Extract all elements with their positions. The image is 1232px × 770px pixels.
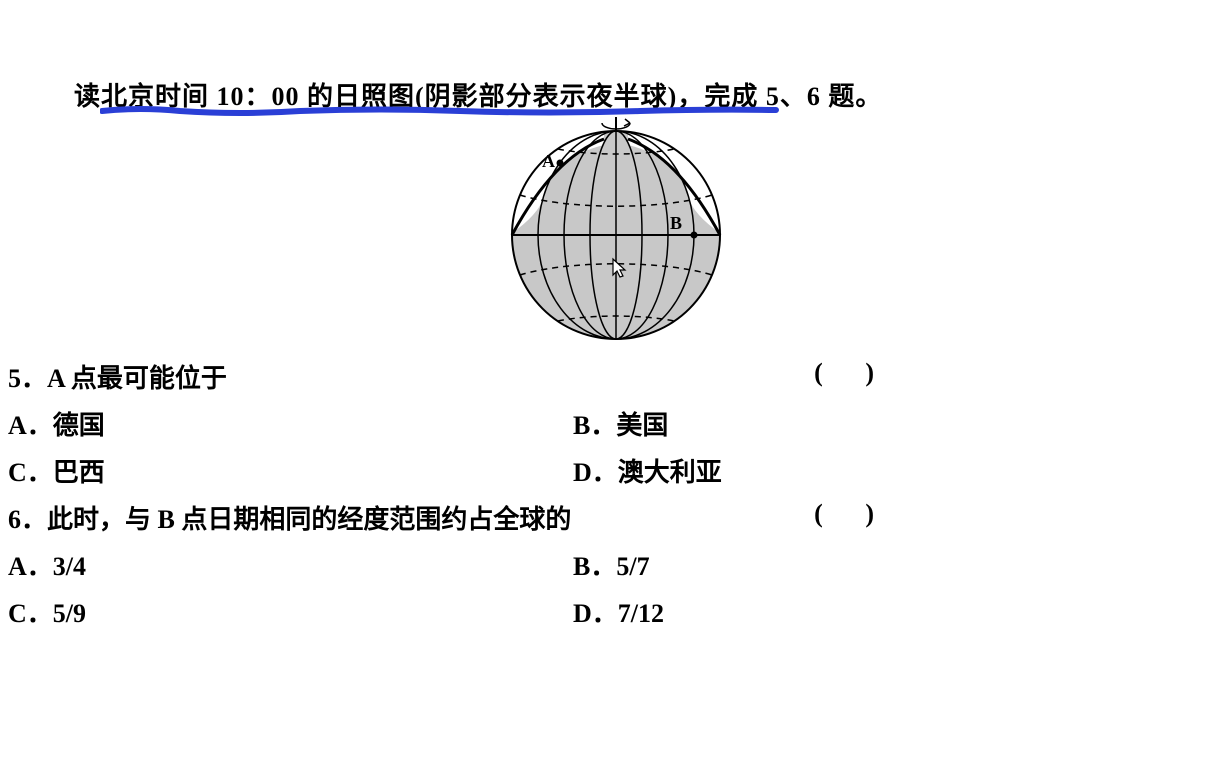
q6-option-d: D．7/12	[573, 593, 1232, 630]
q5-option-b: B．美国	[573, 405, 1232, 442]
q5-option-d: D．澳大利亚	[573, 452, 1232, 489]
mouse-cursor-icon	[610, 257, 630, 281]
q5-option-a: A．德国	[8, 405, 573, 442]
q5-stem: 5．A 点最可能位于	[8, 358, 227, 395]
q6-option-c: C．5/9	[8, 593, 573, 630]
globe-label-b: B	[670, 213, 682, 233]
globe-label-a: A	[542, 151, 555, 171]
sun-illumination-globe-diagram: A B	[506, 113, 726, 345]
q5-option-c: C．巴西	[8, 452, 573, 489]
q6-blank-paren: ( )	[814, 499, 892, 536]
q6-stem: 6．此时，与 B 点日期相同的经度范围约占全球的	[8, 499, 571, 536]
q5-blank-paren: ( )	[814, 358, 892, 395]
q6-option-a: A．3/4	[8, 546, 573, 583]
q6-option-b: B．5/7	[573, 546, 1232, 583]
